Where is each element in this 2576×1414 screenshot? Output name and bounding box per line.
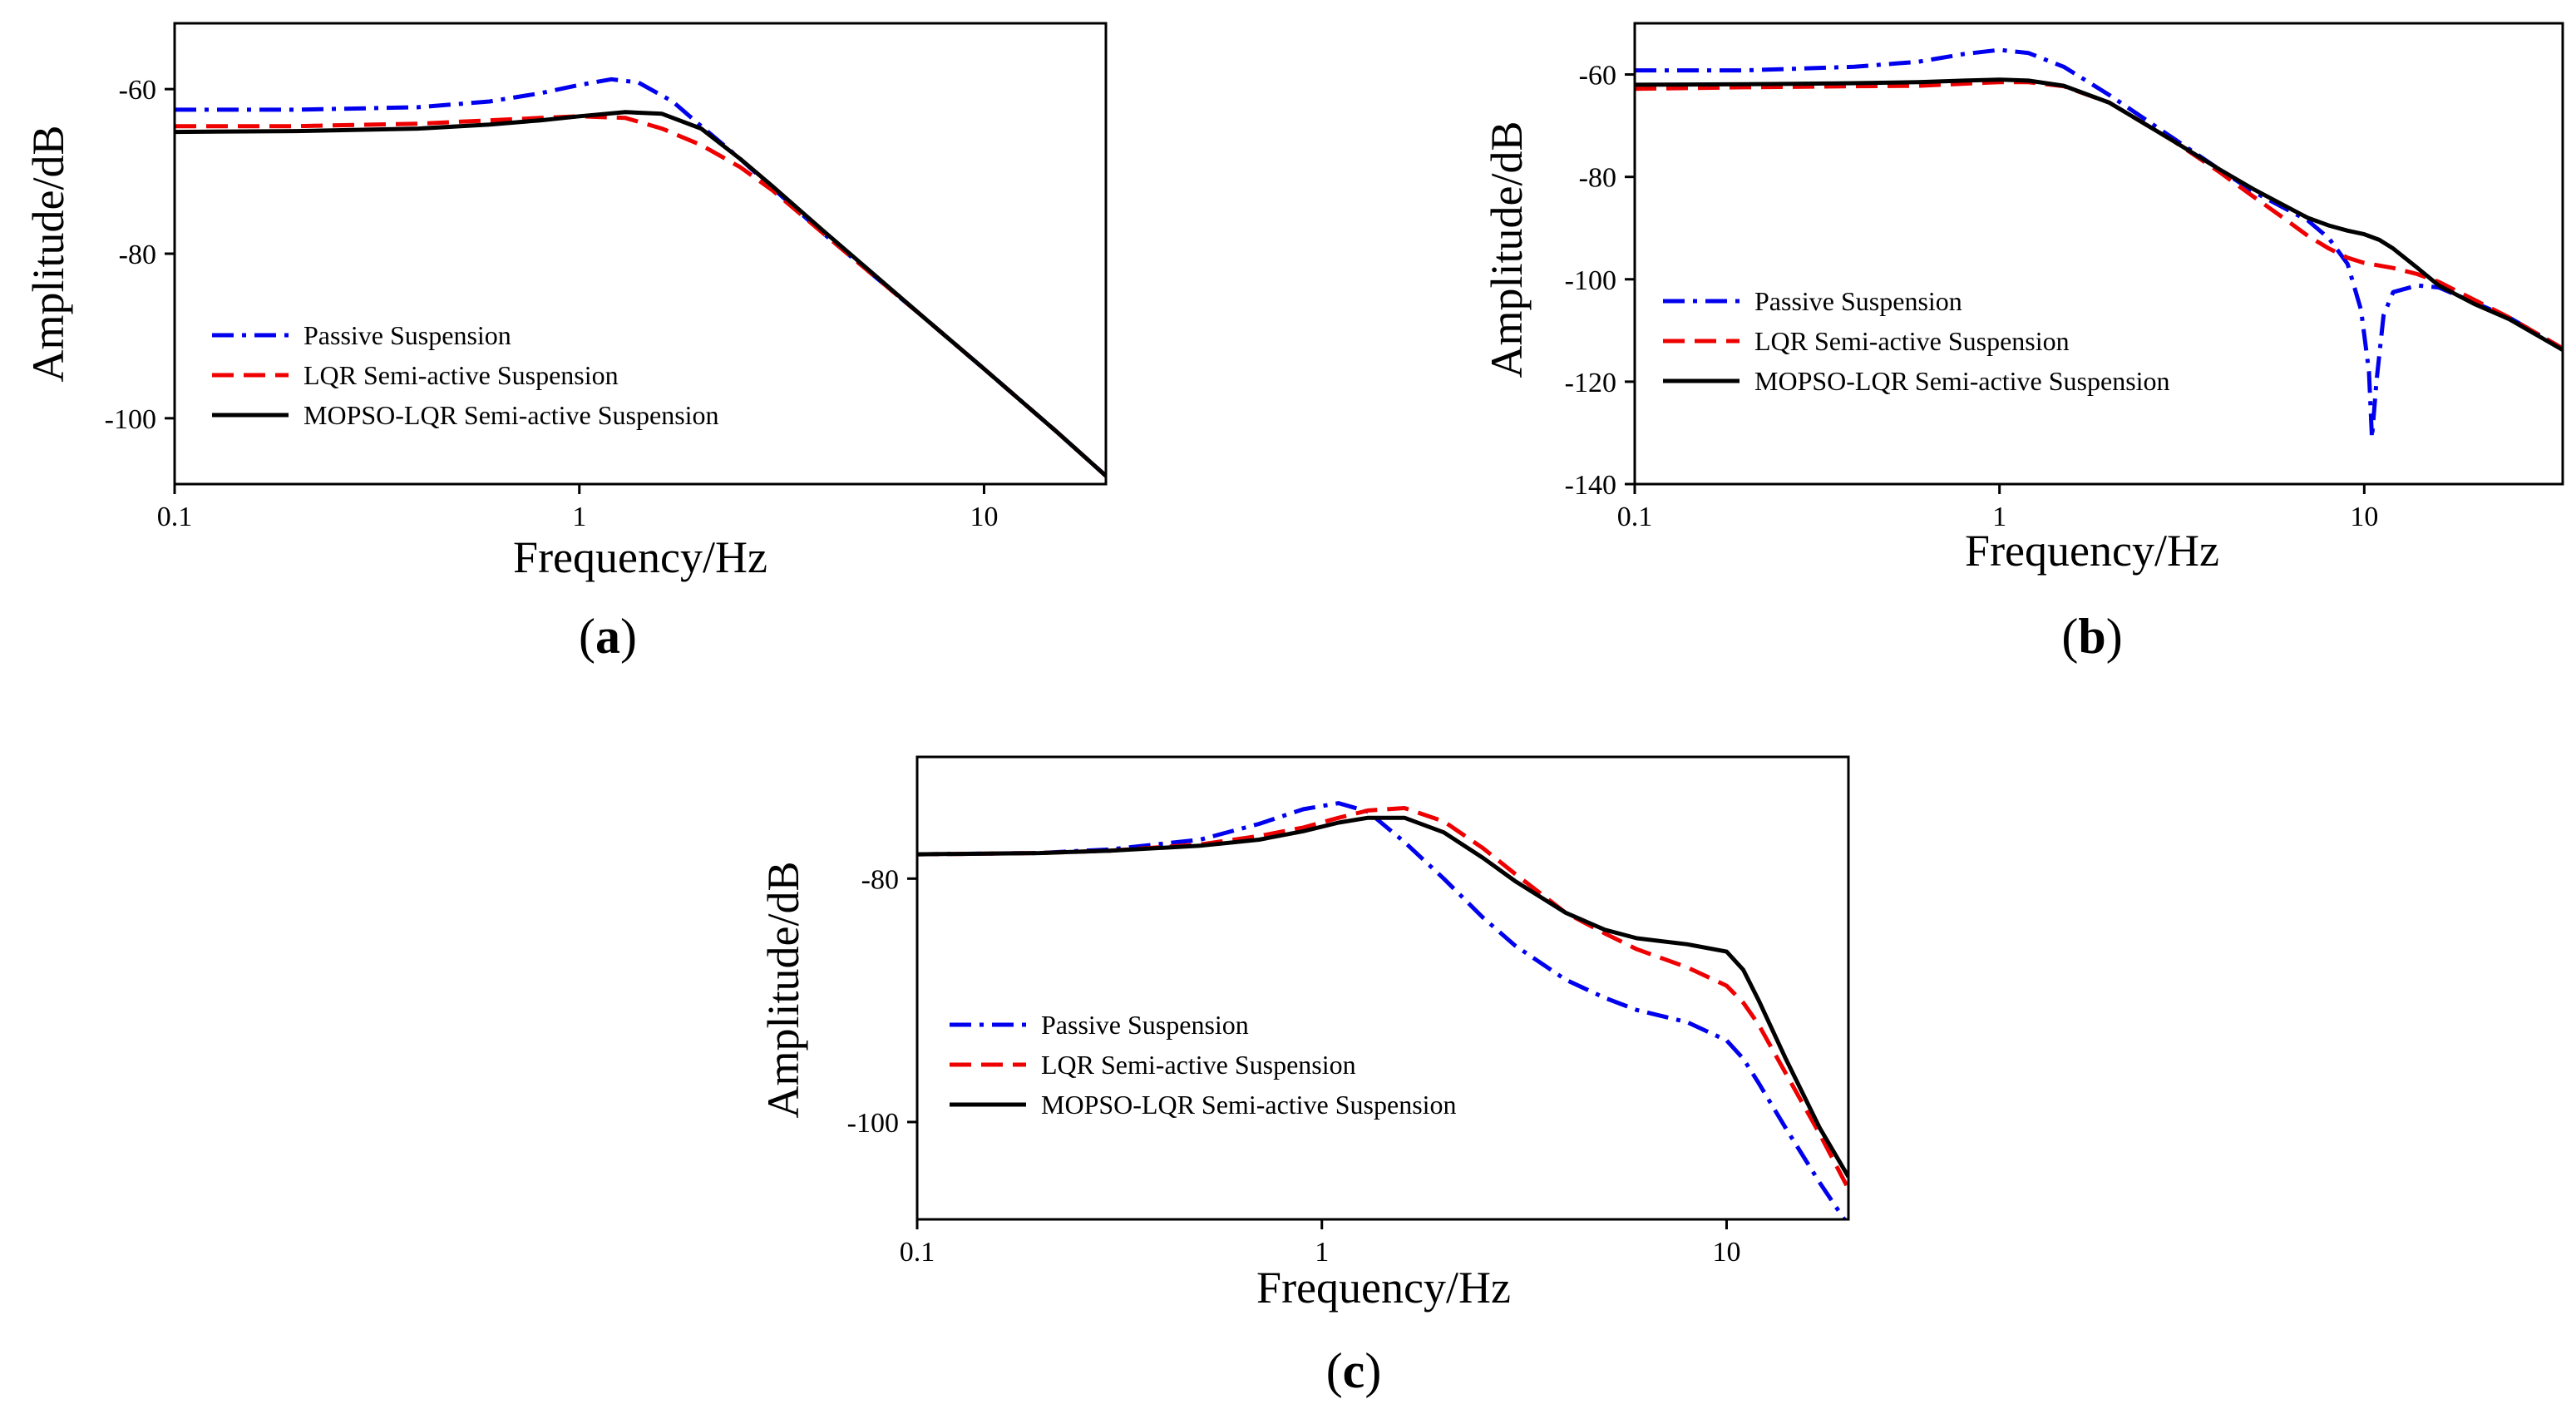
panel-b-y-axis-label: Amplitude/dB xyxy=(1482,121,1532,378)
panel-c-y-axis-label: Amplitude/dB xyxy=(758,862,808,1119)
panel-c-series-line-1 xyxy=(917,801,1848,1219)
panel-c-legend-label: MOPSO-LQR Semi-active Suspension xyxy=(1041,1090,1457,1120)
panel-c-letter: c xyxy=(1343,1343,1365,1398)
panel-c-x-axis-label: Frequency/Hz xyxy=(1256,1263,1511,1313)
panel-a-series-line-3 xyxy=(175,110,1106,477)
panel-c-x-tick-label: 0.1 xyxy=(900,1237,935,1268)
panel-a: 0.1 1 10 -100 -80 -60 Passive Suspension LQR S… xyxy=(23,22,1108,664)
panel-a-x-axis-label: Frequency/Hz xyxy=(513,532,767,582)
panel-b-caption: (b) xyxy=(2061,609,2122,664)
panel-a-letter: a xyxy=(595,609,620,664)
panel-b-series-line-1 xyxy=(1635,47,2563,441)
panel-c-series-line-3 xyxy=(917,815,1848,1179)
panel-b-letter: b xyxy=(2078,609,2105,664)
panel-a-y-tick-label: -80 xyxy=(119,240,156,270)
panel-b-x-tick-label: 1 xyxy=(1992,502,2006,532)
panel-a-series xyxy=(175,77,1106,477)
panel-c: 0.1 1 10 -100 -80 Passive Suspension LQR Semi… xyxy=(758,755,1850,1398)
panel-b-ticks: 0.1 1 10 -140 -120 -100 -80 -60 xyxy=(1565,61,2379,532)
panel-b-plot-frame xyxy=(1633,22,2564,486)
panel-a-x-tick-label: 10 xyxy=(970,502,998,532)
panel-a-legend: Passive Suspension LQR Semi-active Suspen… xyxy=(212,320,719,430)
panel-b-series-line-2 xyxy=(1635,80,2563,351)
panel-c-legend-label: LQR Semi-active Suspension xyxy=(1041,1050,1356,1080)
panel-b-x-tick-label: 10 xyxy=(2350,502,2378,532)
panel-c-legend-label: Passive Suspension xyxy=(1041,1010,1249,1040)
panel-c-series xyxy=(917,801,1848,1219)
panel-c-y-tick-label: -100 xyxy=(847,1108,899,1139)
panel-a-y-axis-label: Amplitude/dB xyxy=(23,126,73,383)
panel-c-y-tick-label: -80 xyxy=(861,864,899,895)
panel-a-caption: (a) xyxy=(579,609,637,664)
panel-c-x-tick-label: 10 xyxy=(1712,1237,1740,1268)
panel-b-legend-label: LQR Semi-active Suspension xyxy=(1754,326,2070,356)
panel-c-plot-frame xyxy=(915,755,1850,1221)
panel-a-legend-label: Passive Suspension xyxy=(303,320,511,350)
panel-b-y-tick-label: -80 xyxy=(1579,163,1616,194)
panel-b-x-axis-label: Frequency/Hz xyxy=(1965,526,2219,576)
panel-b-legend: Passive Suspension LQR Semi-active Suspen… xyxy=(1663,286,2170,396)
panel-c-legend: Passive Suspension LQR Semi-active Suspen… xyxy=(950,1010,1457,1120)
panel-a-legend-label: LQR Semi-active Suspension xyxy=(303,360,619,390)
panel-b-series xyxy=(1635,47,2563,441)
panel-a-y-tick-label: -100 xyxy=(105,404,156,435)
panel-b-y-tick-label: -140 xyxy=(1565,470,1616,501)
panel-a-series-line-1 xyxy=(175,77,1106,477)
panel-b-legend-label: MOPSO-LQR Semi-active Suspension xyxy=(1754,366,2170,396)
panel-a-x-tick-label: 0.1 xyxy=(157,502,193,532)
panel-b-x-tick-label: 0.1 xyxy=(1617,502,1653,532)
panel-c-series-line-2 xyxy=(917,806,1848,1190)
panel-a-y-tick-label: -60 xyxy=(119,75,156,106)
panel-c-caption: (c) xyxy=(1326,1343,1382,1398)
panel-b: 0.1 1 10 -140 -120 -100 -80 -60 Passive Suspens… xyxy=(1482,22,2564,664)
panel-b-y-tick-label: -100 xyxy=(1565,265,1616,296)
panel-b-y-tick-label: -120 xyxy=(1565,368,1616,398)
panel-c-ticks: 0.1 1 10 -100 -80 xyxy=(847,864,1741,1268)
panel-c-x-tick-label: 1 xyxy=(1315,1237,1329,1268)
panel-b-series-line-3 xyxy=(1635,77,2563,352)
panel-a-ticks: 0.1 1 10 -100 -80 -60 xyxy=(105,75,999,532)
panel-a-x-tick-label: 1 xyxy=(572,502,586,532)
panel-b-legend-label: Passive Suspension xyxy=(1754,286,1962,316)
panel-b-y-tick-label: -60 xyxy=(1579,61,1616,91)
panel-a-legend-label: MOPSO-LQR Semi-active Suspension xyxy=(303,400,719,430)
